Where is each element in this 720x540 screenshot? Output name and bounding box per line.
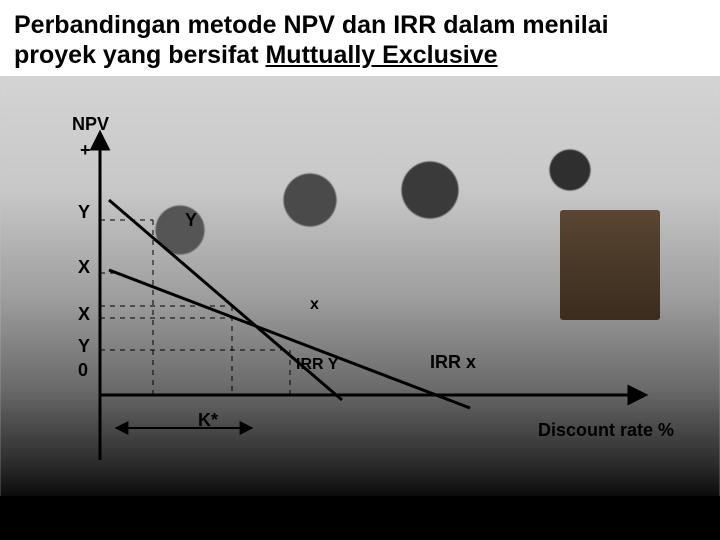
x-axis-title: Discount rate % xyxy=(538,420,674,441)
title-line2b: Muttually Exclusive xyxy=(265,41,497,69)
background-podium xyxy=(560,210,660,320)
irr-y-label: IRR Y xyxy=(296,356,338,374)
title-line2a: proyek yang bersifat xyxy=(14,41,265,69)
y-axis-title: NPV xyxy=(72,114,109,135)
irr-x-label: IRR x xyxy=(430,352,476,373)
slide: Perbandingan metode NPV dan IRR dalam me… xyxy=(0,0,720,540)
bottom-bar xyxy=(0,496,720,540)
ytick-1: X xyxy=(78,257,90,278)
line-x-label: x xyxy=(310,296,319,314)
ytick-3: Y xyxy=(78,336,90,357)
slide-title: Perbandingan metode NPV dan IRR dalam me… xyxy=(14,10,706,70)
y-axis-plus: + xyxy=(80,140,91,161)
ytick-0: Y xyxy=(78,202,90,223)
line-y-label: Y xyxy=(185,210,197,231)
title-box: Perbandingan metode NPV dan IRR dalam me… xyxy=(0,0,720,76)
title-line1: Perbandingan metode NPV dan IRR dalam me… xyxy=(14,11,609,39)
ytick-4: 0 xyxy=(78,360,88,381)
ytick-2: X xyxy=(78,304,90,325)
k-star-label: K* xyxy=(198,410,218,431)
